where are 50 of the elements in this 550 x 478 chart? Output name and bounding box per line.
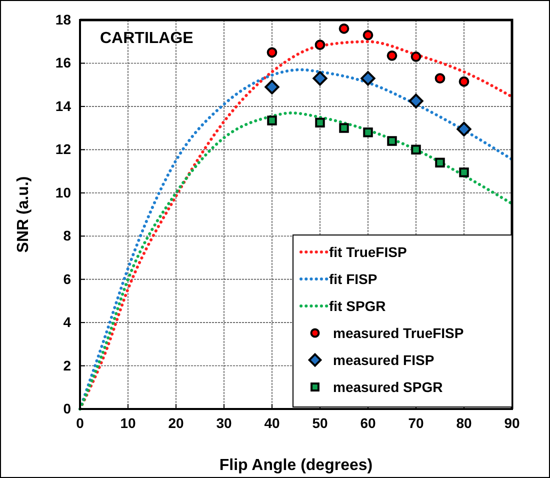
x-tick-label: 30: [216, 414, 232, 431]
y-tick-label: 8: [63, 228, 72, 244]
y-tick-label: 6: [63, 270, 72, 287]
y-tick-label: 18: [55, 11, 72, 28]
y-tick-label: 2: [63, 357, 72, 374]
point: [408, 94, 424, 108]
point: [434, 73, 446, 84]
point: [267, 116, 277, 126]
point: [360, 71, 376, 86]
point: [362, 30, 374, 40]
x-axis-title: Flip Angle (degrees): [219, 457, 373, 474]
y-tick-label: 10: [55, 184, 72, 200]
text: CARTILAGE: [100, 30, 194, 47]
point: [459, 167, 469, 178]
point: [314, 40, 326, 50]
y-tick-label: 14: [55, 98, 72, 114]
point: [266, 47, 278, 58]
y-axis-title: SNR (a.u.): [15, 176, 32, 253]
legend-label: measured FISP: [333, 352, 434, 368]
point: [315, 118, 325, 128]
point: [386, 50, 398, 61]
point: [339, 123, 349, 133]
x-tick-label: 70: [408, 414, 424, 431]
x-tick-label: 90: [504, 414, 520, 431]
x-tick-label: 50: [312, 414, 328, 431]
point: [338, 23, 350, 34]
x-tick-label: 20: [168, 414, 184, 431]
y-tick-label: 4: [63, 314, 72, 330]
legend-label: fit SPGR: [329, 298, 386, 314]
point: [458, 76, 470, 87]
point: [456, 122, 472, 136]
point: [411, 144, 421, 155]
point: [435, 158, 445, 168]
legend-label: fit TrueFISP: [329, 244, 407, 260]
x-tick-label: 0: [76, 414, 84, 431]
legend-label: fit FISP: [329, 271, 378, 287]
legend-label: measured SPGR: [333, 379, 443, 395]
y-tick-label: 0: [63, 400, 72, 416]
x-tick-label: 80: [456, 414, 472, 431]
point: [387, 136, 397, 146]
x-tick-label: 40: [264, 414, 280, 431]
point: [410, 52, 422, 62]
y-tick-label: 12: [55, 141, 72, 158]
x-tick-label: 60: [360, 414, 376, 431]
x-tick-label: 10: [120, 414, 136, 431]
y-tick-label: 16: [55, 54, 72, 71]
point: [363, 128, 373, 138]
point: [312, 71, 328, 86]
point: [264, 80, 280, 94]
legend-label: measured TrueFISP: [333, 325, 464, 341]
